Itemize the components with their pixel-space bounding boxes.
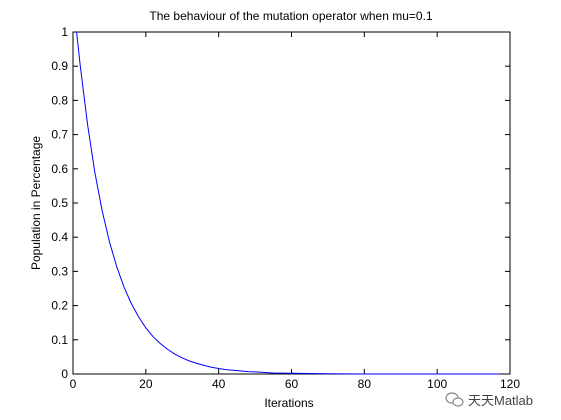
y-tick-label: 0.6: [51, 162, 68, 176]
y-tick-label: 0.3: [51, 264, 68, 278]
x-tick-label: 60: [285, 377, 299, 391]
chart-title: The behaviour of the mutation operator w…: [149, 9, 433, 23]
x-axis-title: Iterations: [264, 396, 313, 410]
y-tick-label: 0.1: [51, 333, 68, 347]
y-axis-title: Population in Percentage: [29, 136, 43, 270]
y-tick-label: 0.7: [51, 128, 68, 142]
x-tick-label: 40: [212, 377, 226, 391]
plot-frame: [72, 31, 511, 375]
series-line: [76, 31, 500, 375]
axis-tick-labels: 0 20 40 60 80 100 120 0 0.1 0.2 0.3 0.4 0.5 0.6 0.7 0.8…: [51, 25, 520, 391]
wechat-icon: [445, 392, 464, 407]
x-tick-label: 0: [70, 377, 77, 391]
y-tick-label: 0.9: [51, 59, 68, 73]
x-tick-label: 120: [500, 377, 520, 391]
y-tick-label: 0.8: [51, 93, 68, 107]
x-tick-label: 20: [139, 377, 153, 391]
y-tick-label: 0: [61, 367, 68, 381]
watermark: 天天Matlab: [445, 392, 533, 408]
x-tick-label: 100: [427, 377, 447, 391]
axis-ticks: [72, 31, 511, 375]
y-tick-label: 0.5: [51, 196, 68, 210]
watermark-text: 天天Matlab: [468, 393, 533, 408]
y-tick-label: 1: [61, 25, 68, 39]
y-tick-label: 0.2: [51, 299, 68, 313]
x-tick-label: 80: [358, 377, 372, 391]
y-tick-label: 0.4: [51, 230, 68, 244]
